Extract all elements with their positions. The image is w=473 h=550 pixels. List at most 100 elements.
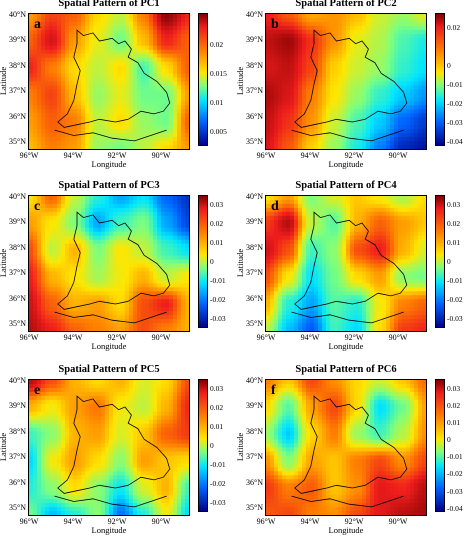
heatmap-cell (129, 49, 134, 55)
heatmap-cell (145, 125, 150, 130)
heatmap-cell (330, 117, 335, 122)
heatmap-cell (382, 45, 387, 51)
heatmap-cell (302, 129, 307, 134)
heatmap-cell (105, 327, 110, 331)
heatmap-cell (157, 129, 162, 134)
heatmap-cell (149, 291, 154, 296)
heatmap-cell (185, 271, 189, 277)
y-axis-label: Latitude (0, 248, 8, 277)
heatmap-cell (266, 101, 271, 106)
heatmap-cell (173, 133, 178, 138)
heatmap-cell (306, 17, 311, 23)
heatmap-cell (382, 133, 387, 138)
heatmap-cell (97, 211, 102, 217)
heatmap-cell (185, 45, 189, 51)
heatmap-cell (422, 101, 426, 106)
heatmap-cell (101, 137, 106, 142)
heatmap-cell (181, 196, 186, 201)
heatmap-cell (105, 45, 110, 51)
heatmap-cell (137, 279, 142, 284)
panel-letter: a (34, 17, 41, 32)
heatmap-cell (290, 41, 295, 47)
heatmap-cell (298, 57, 303, 63)
heatmap-cell (278, 109, 283, 114)
heatmap-cell (105, 303, 110, 308)
heatmap-cell (382, 121, 387, 126)
heatmap-cell (33, 255, 38, 261)
heatmap-cell (149, 223, 154, 229)
heatmap-cell (65, 89, 70, 95)
heatmap-cell (53, 81, 58, 87)
heatmap-cell (81, 307, 86, 312)
heatmap-cell (97, 267, 102, 273)
heatmap-cell (274, 29, 279, 35)
heatmap-cell (137, 57, 142, 63)
heatmap-cell (185, 93, 189, 98)
heatmap-cell (141, 17, 146, 23)
heatmap-cell (386, 227, 391, 233)
heatmap-cell (330, 227, 335, 233)
heatmap-cell (394, 275, 399, 280)
heatmap-cell (109, 307, 114, 312)
heatmap-cell (278, 129, 283, 134)
heatmap-cell (113, 61, 118, 67)
heatmap-cell (41, 17, 46, 23)
heatmap-cell (93, 121, 98, 126)
heatmap-cell (342, 271, 347, 277)
heatmap-cell (185, 295, 189, 300)
heatmap-cell (125, 77, 130, 83)
heatmap-cell (374, 29, 379, 35)
heatmap-cell (290, 251, 295, 257)
heatmap-cell (49, 211, 54, 217)
heatmap-cell (350, 263, 355, 269)
heatmap-cell (322, 219, 327, 225)
heatmap-cell (149, 299, 154, 304)
heatmap-cell (370, 223, 375, 229)
heatmap-cell (374, 97, 379, 102)
heatmap-cell (61, 101, 66, 106)
heatmap-cell (422, 263, 426, 269)
heatmap-cell (69, 33, 74, 39)
heatmap-cell (298, 53, 303, 59)
heatmap-cell (33, 41, 38, 47)
heatmap-cell (105, 259, 110, 265)
heatmap-cell (314, 57, 319, 63)
heatmap-cell (149, 271, 154, 277)
heatmap-cell (362, 61, 367, 67)
heatmap-cell (350, 65, 355, 71)
heatmap-cell (173, 211, 178, 217)
colorbar-tick-label: 0 (447, 61, 451, 71)
heatmap-cell (133, 145, 138, 149)
colorbar-tick-label: 0.01 (210, 97, 224, 107)
heatmap-cell (342, 81, 347, 87)
heatmap-cell (137, 215, 142, 221)
heatmap-cell (101, 211, 106, 217)
heatmap-cell (185, 21, 189, 27)
heatmap-cell (69, 196, 74, 201)
heatmap-cell (350, 73, 355, 79)
heatmap-cell (77, 243, 82, 249)
heatmap-cell (129, 37, 134, 43)
heatmap-cell (153, 239, 158, 245)
heatmap-cell (330, 49, 335, 55)
heatmap-cell (173, 295, 178, 300)
heatmap-cell (294, 65, 299, 71)
heatmap-cell (157, 121, 162, 126)
heatmap-cell (366, 117, 371, 122)
heatmap-cell (422, 17, 426, 23)
heatmap-cell (117, 196, 122, 201)
heatmap-cell (173, 303, 178, 308)
heatmap-cell (338, 25, 343, 31)
heatmap-cell (133, 223, 138, 229)
heatmap-cell (109, 69, 114, 75)
heatmap-cell (169, 25, 174, 31)
heatmap-cell (37, 251, 42, 257)
heatmap-cell (290, 73, 295, 79)
heatmap-cell (390, 275, 395, 280)
heatmap-cell (89, 25, 94, 31)
heatmap-cell (290, 141, 295, 146)
heatmap-cell (145, 211, 150, 217)
heatmap-cell (414, 133, 419, 138)
heatmap-cell (93, 133, 98, 138)
heatmap-cell (330, 207, 335, 213)
